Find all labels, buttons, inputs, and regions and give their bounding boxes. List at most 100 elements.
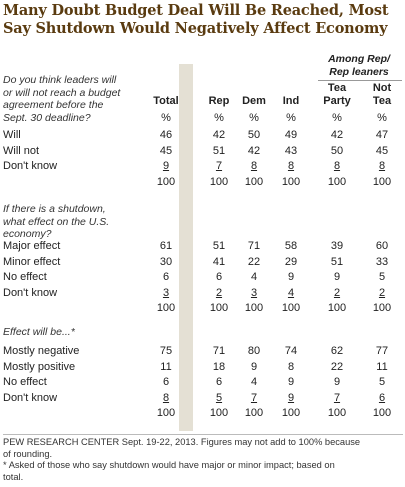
- cell-ind: 43: [284, 144, 298, 157]
- row-label: Don't know: [3, 286, 58, 299]
- cell-not-tea: 60: [375, 240, 389, 252]
- cell-rep: 100: [209, 302, 229, 315]
- table-row: 100 100 100 100 100 100: [0, 302, 405, 315]
- cell-tea-party: 100: [327, 175, 347, 188]
- table-row: Mostly negative 75 71 80 74 62 77: [0, 345, 405, 358]
- table-row: Don't know 3 2 3 4 2 2: [0, 287, 405, 300]
- cell-total: 30: [159, 255, 173, 268]
- cell-not-tea: 5: [378, 376, 386, 389]
- title-line-2: Say Shutdown Would Negatively Affect Eco…: [3, 20, 388, 37]
- question-line: what effect on the U.S.: [3, 215, 110, 228]
- cell-not-tea: 100: [372, 407, 392, 420]
- cell-total: 6: [162, 271, 170, 284]
- cell-total: 100: [156, 302, 176, 315]
- cell-ind: 4: [287, 286, 295, 299]
- cell-not-tea: 33: [375, 255, 389, 268]
- col-header-rep: Rep: [208, 95, 230, 107]
- cell-total: 8: [162, 391, 170, 404]
- page-title: Many Doubt Budget Deal Will Be Reached, …: [3, 2, 403, 38]
- footnote-divider: [3, 434, 403, 435]
- table-row: 100 100 100 100 100 100: [0, 407, 405, 420]
- table-row: Major effect 61 51 71 58 39 60: [0, 240, 405, 253]
- question-line: economy?: [3, 228, 52, 240]
- cell-not-tea: 100: [372, 175, 392, 188]
- cell-not-tea: 47: [375, 129, 389, 141]
- cell-rep: 100: [209, 175, 229, 188]
- col-header-total: Total: [153, 95, 179, 107]
- cell-tea-party: 7: [333, 391, 341, 404]
- col-header-ind: Ind: [282, 95, 300, 107]
- cell-ind: 100: [281, 175, 301, 188]
- cell-tea-party: 62: [330, 345, 344, 357]
- cell-not-tea: 77: [375, 345, 389, 357]
- cell-dem: 4: [250, 376, 258, 389]
- question-budget-deal: Do you think leaders will or will not re…: [3, 74, 120, 124]
- row-label: Don't know: [3, 391, 58, 404]
- question-line: Effect will be...*: [3, 326, 75, 338]
- cell-ind: 9: [287, 376, 295, 389]
- row-label: No effect: [3, 376, 47, 389]
- cell-ind: 9: [287, 391, 295, 404]
- col-header-not-tea: Not Tea: [362, 82, 402, 108]
- pct-rep: %: [214, 112, 224, 124]
- table-row: No effect 6 6 4 9 9 5: [0, 376, 405, 389]
- rep-leaners-group-header: Among Rep/ Rep leaners: [316, 53, 402, 79]
- row-label: Will: [3, 129, 21, 141]
- cell-ind: 74: [284, 345, 298, 357]
- question-effect-will-be: Effect will be...*: [3, 326, 75, 339]
- cell-dem: 9: [250, 360, 258, 373]
- cell-not-tea: 2: [378, 286, 386, 299]
- col-header-tea-party: Tea Party: [317, 82, 357, 108]
- cell-rep: 2: [215, 286, 223, 299]
- table-row: No effect 6 6 4 9 9 5: [0, 271, 405, 284]
- cell-dem: 8: [250, 160, 258, 173]
- cell-tea-party: 8: [333, 160, 341, 173]
- row-label: Don't know: [3, 160, 58, 173]
- cell-tea-party: 2: [333, 286, 341, 299]
- cell-total: 3: [162, 286, 170, 299]
- cell-rep: 51: [212, 240, 226, 252]
- cell-dem: 22: [247, 255, 261, 268]
- pct-total: %: [161, 112, 171, 124]
- cell-total: 100: [156, 407, 176, 420]
- footnote-source-line-1: PEW RESEARCH CENTER Sept. 19-22, 2013. F…: [3, 437, 361, 447]
- total-column-band: [179, 64, 193, 431]
- cell-not-tea: 5: [378, 271, 386, 284]
- cell-rep: 18: [212, 360, 226, 373]
- cell-dem: 7: [250, 391, 258, 404]
- row-label: No effect: [3, 271, 47, 284]
- group-header-line-2: Rep leaners: [329, 66, 389, 78]
- question-line: or will not reach a budget: [3, 86, 121, 99]
- cell-not-tea: 100: [372, 302, 392, 315]
- cell-tea-party: 50: [330, 144, 344, 157]
- table-row: Will 46 42 50 49 42 47: [0, 129, 405, 142]
- table-row: Minor effect 30 41 22 29 51 33: [0, 256, 405, 269]
- row-label: Minor effect: [3, 255, 61, 268]
- cell-total: 45: [159, 144, 173, 157]
- footnote-source-line-2: of rounding.: [3, 448, 53, 459]
- cell-not-tea: 6: [378, 391, 386, 404]
- cell-dem: 71: [247, 240, 261, 252]
- col-header-tea-line-2: Party: [323, 95, 351, 107]
- cell-tea-party: 9: [333, 376, 341, 389]
- cell-total: 6: [162, 376, 170, 389]
- cell-ind: 58: [284, 240, 298, 252]
- table-row: 100 100 100 100 100 100: [0, 176, 405, 189]
- table-row: Don't know 9 7 8 8 8 8: [0, 160, 405, 173]
- cell-ind: 100: [281, 302, 301, 315]
- cell-tea-party: 51: [330, 255, 344, 268]
- cell-rep: 71: [212, 345, 226, 357]
- cell-ind: 29: [284, 255, 298, 268]
- cell-rep: 6: [215, 271, 223, 284]
- cell-ind: 8: [287, 360, 295, 373]
- cell-tea-party: 100: [327, 302, 347, 315]
- cell-dem: 80: [247, 345, 261, 357]
- cell-total: 11: [160, 360, 172, 373]
- pct-nottea: %: [377, 112, 387, 124]
- row-label: Mostly positive: [3, 360, 76, 373]
- question-line: Do you think leaders will: [3, 74, 117, 86]
- cell-total: 100: [156, 175, 176, 188]
- table-row: Mostly positive 11 18 9 8 22 11: [0, 361, 405, 374]
- cell-ind: 9: [287, 271, 295, 284]
- cell-rep: 7: [215, 160, 223, 173]
